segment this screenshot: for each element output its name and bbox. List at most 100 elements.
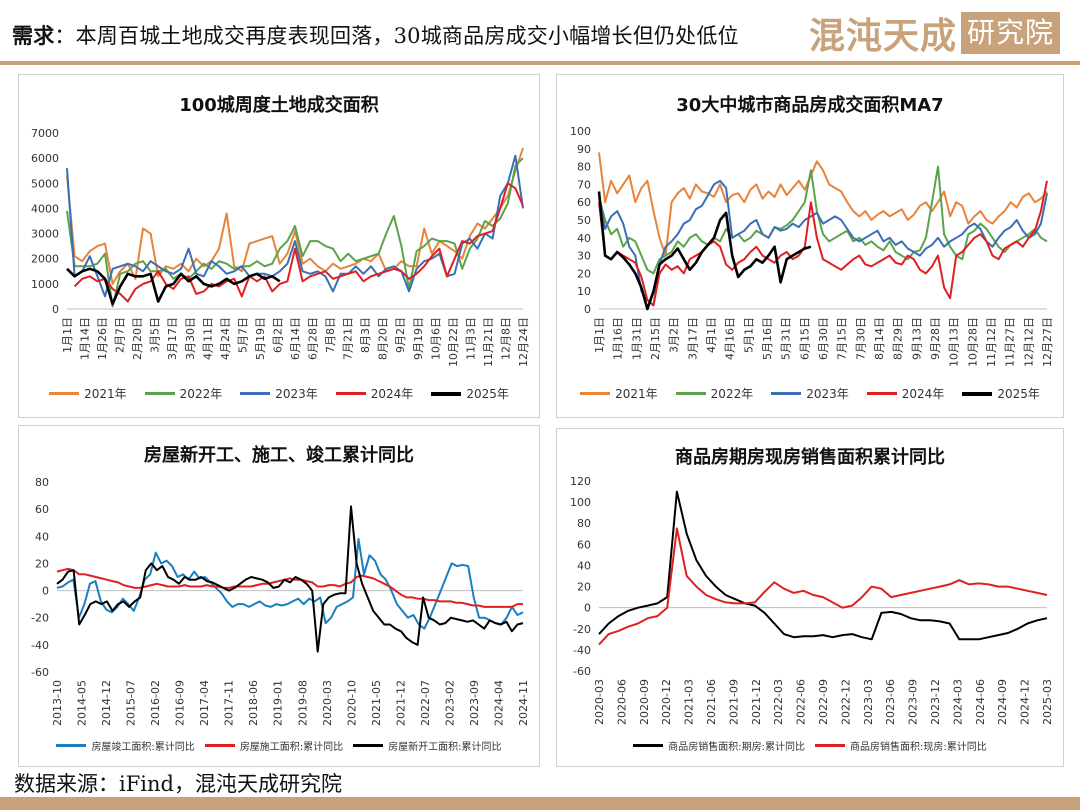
- y-tick-label: -20: [31, 612, 49, 625]
- chart-sales-svg: -60 -40 -20 0 20 40 60 80 100 120 2020-03 2020-06 20…: [570, 475, 1054, 725]
- header: 需求：本周百城土地成交再度表现回落，30城商品房成交小幅增长但仍处低位 混沌天成…: [0, 0, 1080, 70]
- brand-logo: 混沌天成 研究院: [809, 10, 1060, 57]
- y-tick-label: 40: [35, 530, 49, 543]
- x-tick-label: 2021-12: [394, 680, 407, 726]
- legend-label: 房屋竣工面积:累计同比: [91, 742, 195, 753]
- x-tick-label: 6月28日: [307, 317, 320, 360]
- x-tick-label: 11月12日: [985, 317, 998, 367]
- x-tick-label: 2020-09: [638, 679, 651, 725]
- legend-item: 房屋竣工面积:累计同比: [56, 738, 195, 753]
- x-tick-label: 2022-09: [817, 679, 830, 725]
- legend-item: 2022年: [144, 385, 222, 402]
- series-line-2: [56, 567, 523, 608]
- header-message: ：本周百城土地成交再度表现回落，30城商品房成交小幅增长但仍处低位: [54, 24, 739, 48]
- x-tick-label: 2014-05: [76, 680, 89, 726]
- chart-panel-land: 0 1000 2000 3000 4000 5000 6000 7000 1月1日 1月14日 1月…: [18, 74, 540, 418]
- x-tick-label: 2024-03: [951, 679, 964, 725]
- legend-item: 2023年: [771, 385, 849, 402]
- chart-legend: 2021年 2022年 2023年 2024年 2025年: [557, 385, 1063, 402]
- x-tick-label: 5月31日: [780, 317, 793, 360]
- legend-label: 2023年: [275, 387, 318, 401]
- y-tick-label: 50: [577, 214, 591, 227]
- x-tick-label: 2022-12: [839, 679, 852, 725]
- x-tick-label: 2020-03: [321, 680, 334, 726]
- x-tick-label: 12月24日: [517, 317, 530, 367]
- x-tick-label: 7月8日: [324, 317, 337, 353]
- legend-swatch: [431, 391, 462, 396]
- legend-swatch: [144, 392, 175, 395]
- x-tick-label: 1月26日: [96, 317, 109, 360]
- legend-item: 2021年: [49, 385, 127, 402]
- legend-label: 2024年: [370, 387, 414, 401]
- series-line-2: [66, 157, 524, 308]
- series-line-3: [56, 505, 524, 653]
- x-tick-label: 1月31日: [630, 317, 643, 360]
- y-tick-label: 80: [577, 161, 591, 174]
- chart-housing-ma7-svg: 0 10 20 30 40 50 60 70 80 90 100 1月1日 1月16日 1月31日 2月15…: [570, 125, 1054, 367]
- y-tick-label: 10: [577, 285, 591, 298]
- x-tick-label: 2022-07: [419, 680, 432, 726]
- legend-label: 2021年: [84, 387, 127, 401]
- legend-swatch: [353, 744, 384, 747]
- series-line-1: [598, 152, 1048, 257]
- legend-swatch: [240, 392, 271, 395]
- x-tick-label: 2月20日: [131, 317, 144, 360]
- legend-label: 房屋施工面积:累计同比: [239, 742, 344, 753]
- legend-item: 房屋施工面积:累计同比: [204, 738, 344, 753]
- x-tick-label: 2024-06: [974, 679, 987, 725]
- x-tick-label: 9月13日: [910, 317, 923, 360]
- y-tick-label: 5000: [31, 177, 59, 190]
- legend-label: 2022年: [710, 387, 754, 401]
- chart-title: 房屋新开工、施工、竣工累计同比: [144, 445, 414, 466]
- legend-label: 2025年: [466, 387, 509, 401]
- x-tick-label: 2月7日: [114, 317, 127, 353]
- legend-label: 2021年: [615, 387, 658, 401]
- x-tick-label: 2021-03: [683, 679, 696, 725]
- legend-item: 2024年: [335, 385, 414, 402]
- x-tick-label: 2022-06: [795, 679, 808, 725]
- legend-item: 2025年: [962, 385, 1040, 402]
- x-tick-label: 6月30日: [817, 317, 830, 360]
- x-tick-label: 2017-04: [198, 680, 211, 726]
- x-tick-label: 2024-09: [996, 679, 1009, 725]
- legend-item: 2022年: [675, 385, 754, 402]
- chart-legend: 房屋竣工面积:累计同比 房屋施工面积:累计同比 房屋新开工面积:累计同比: [19, 738, 539, 753]
- legend-swatch: [815, 744, 845, 747]
- y-tick-label: 120: [570, 475, 591, 488]
- x-tick-label: 3月2日: [668, 317, 681, 353]
- x-tick-label: 1月16日: [612, 317, 625, 360]
- x-tick-label: 9月19日: [412, 317, 425, 360]
- chart-land-svg: 0 1000 2000 3000 4000 5000 6000 7000 1月1日 1月14日 1月…: [31, 127, 530, 367]
- x-tick-label: 2021-09: [727, 679, 740, 725]
- y-tick-label: -20: [573, 623, 591, 636]
- x-tick-label: 3月5日: [149, 317, 162, 353]
- y-tick-label: 20: [577, 267, 591, 280]
- header-text: 需求：本周百城土地成交再度表现回落，30城商品房成交小幅增长但仍处低位: [12, 20, 739, 50]
- x-tick-label: 2013-10: [51, 680, 64, 726]
- x-tick-label: 11月3日: [464, 317, 477, 360]
- x-tick-label: 2023-12: [929, 679, 942, 725]
- x-tick-label: 7月21日: [342, 317, 355, 360]
- x-tick-label: 5月16日: [761, 317, 774, 360]
- y-tick-label: 80: [577, 517, 591, 530]
- legend-item: 2024年: [866, 385, 944, 402]
- header-divider: [0, 61, 1080, 65]
- x-tick-label: 5月7日: [236, 317, 249, 353]
- brand-sub: 研究院: [960, 12, 1060, 54]
- chart-title: 30大中城市商品房成交面积MA7: [676, 95, 944, 116]
- x-tick-label: 11月27日: [1004, 317, 1017, 367]
- y-tick-label: 100: [570, 125, 591, 138]
- x-tick-label: 2019-01: [272, 680, 285, 726]
- x-tick-label: 2024-04: [492, 680, 505, 726]
- series-line-2: [598, 527, 1048, 646]
- x-tick-label: 2023-09: [468, 680, 481, 726]
- legend-label: 商品房销售面积:期房:累计同比: [668, 742, 805, 753]
- x-tick-label: 3月17日: [686, 317, 699, 360]
- series-line-2: [598, 165, 1048, 275]
- x-tick-label: 10月6日: [429, 317, 442, 360]
- y-tick-label: -40: [31, 639, 49, 652]
- y-tick-label: -60: [573, 665, 591, 678]
- x-tick-label: 2020-03: [593, 679, 606, 725]
- chart-title: 商品房期房现房销售面积累计同比: [675, 447, 945, 468]
- x-tick-label: 4月24日: [219, 317, 232, 360]
